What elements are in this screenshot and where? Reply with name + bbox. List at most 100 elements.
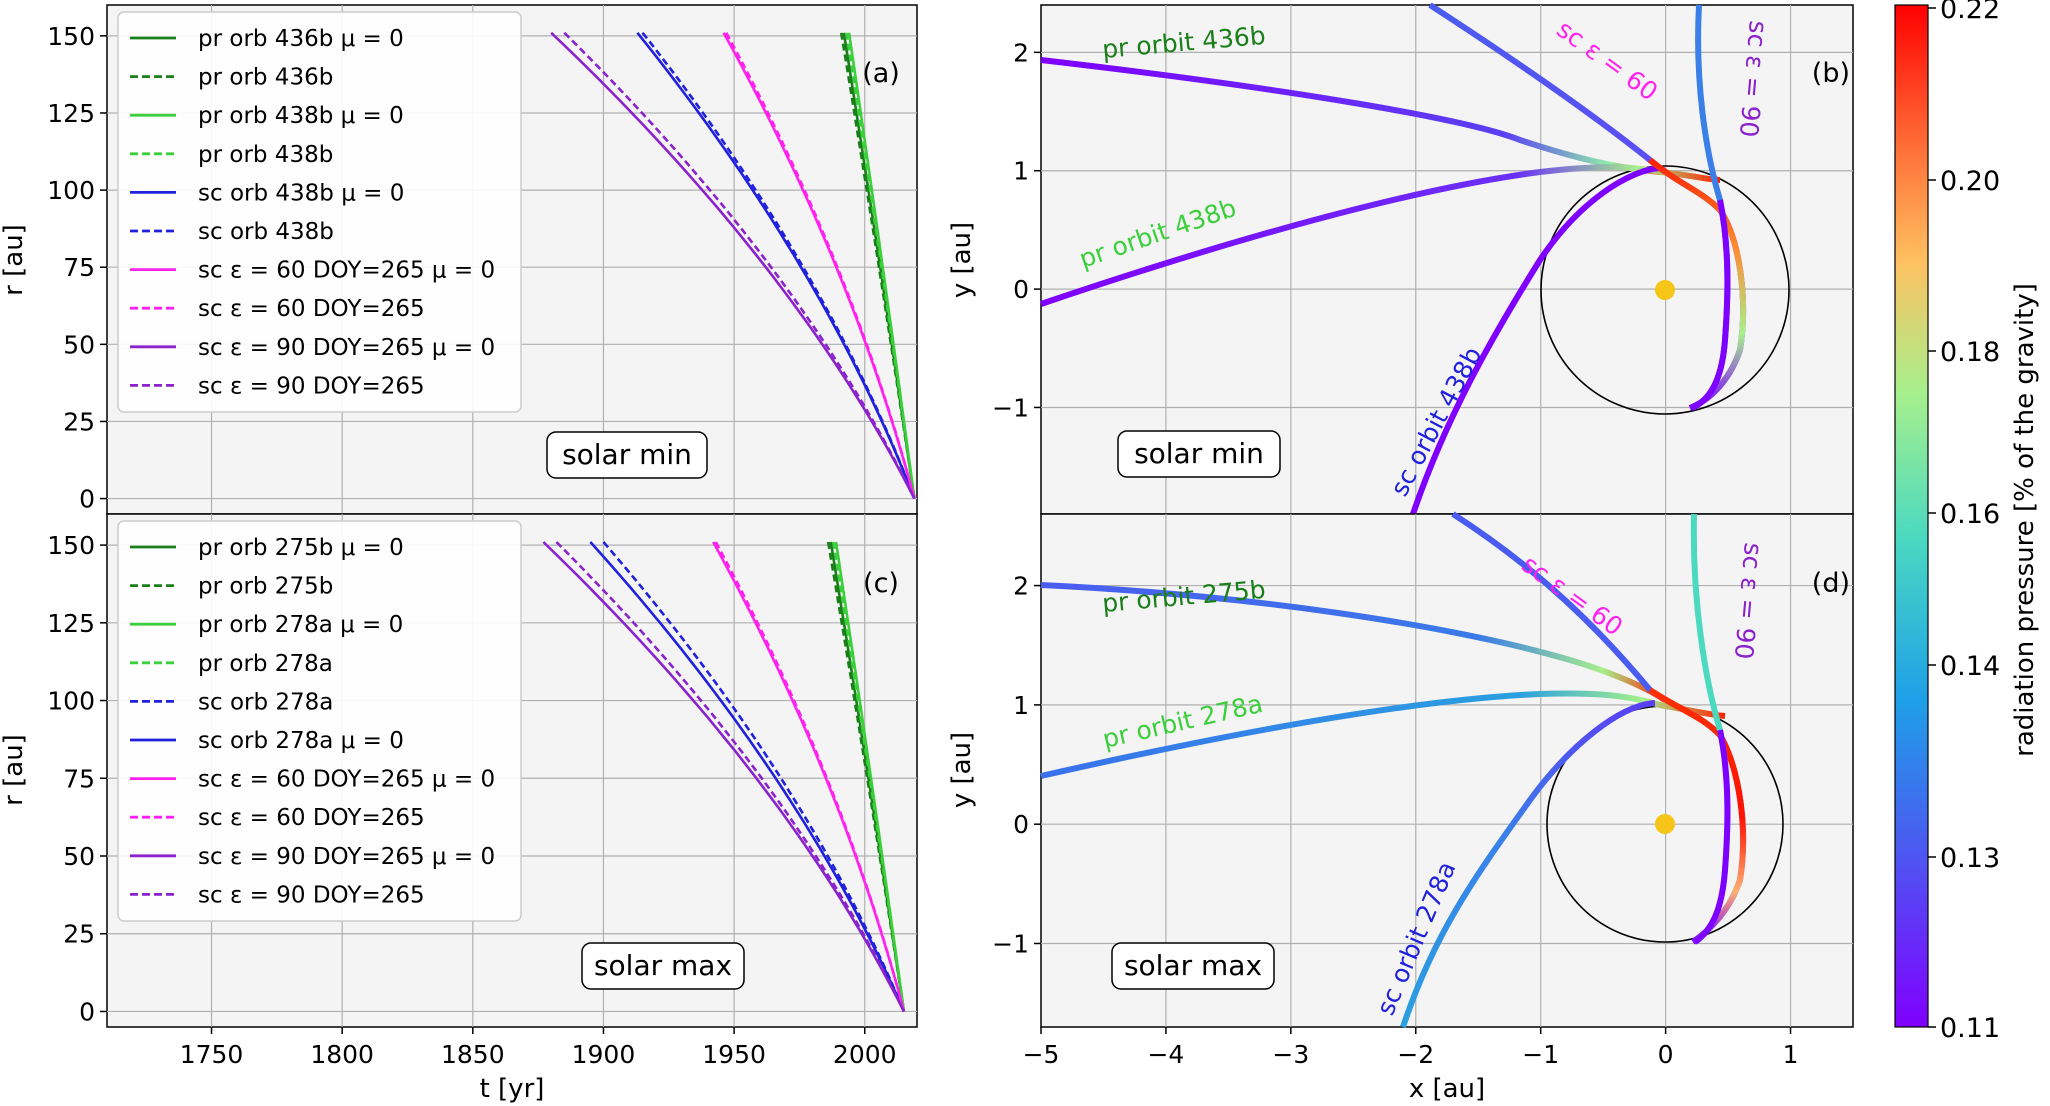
colorbar-tick-label: 0.20 xyxy=(1940,166,2000,197)
y-tick-label: 0 xyxy=(1013,275,1029,304)
panel-a-tag: (a) xyxy=(862,58,900,89)
legend-label: pr orb 438b xyxy=(198,142,333,168)
series-line xyxy=(725,32,916,499)
legend-label: pr orb 278a μ = 0 xyxy=(198,612,403,638)
y-tick-label: −1 xyxy=(992,929,1029,958)
legend-label: sc orb 438b xyxy=(198,219,334,245)
y-tick-label: 50 xyxy=(63,842,95,871)
x-tick-label: −2 xyxy=(1397,1040,1434,1069)
panel-c-yticks: 0 25 50 75 100 125 150 xyxy=(47,531,107,1026)
colorbar-tick-label: 0.22 xyxy=(1940,0,2000,25)
panel-c: 0 25 50 75 100 125 150 1750 1800 1850 1900 1950 200… xyxy=(0,513,918,1104)
series-line xyxy=(641,31,916,500)
panel-d-grid xyxy=(1041,514,1853,1027)
legend-label: sc orb 438b μ = 0 xyxy=(198,180,404,206)
x-tick-label: 1750 xyxy=(180,1040,244,1069)
y-tick-label: 75 xyxy=(63,253,95,282)
panel-c-legend: pr orb 275b μ = 0 pr orb 275b pr orb 278a … xyxy=(117,520,522,922)
colorbar-tick-label: 0.11 xyxy=(1940,1013,2000,1044)
svg-text:solar min: solar min xyxy=(562,438,692,471)
panel-c-ylabel: r [au] xyxy=(0,734,29,806)
orbit-sc-438b xyxy=(1410,165,1661,515)
orbit-pr-275b xyxy=(1040,582,1667,703)
panel-c-xlabel: t [yr] xyxy=(480,1074,545,1104)
panel-a-series xyxy=(550,31,916,500)
svg-text:solar min: solar min xyxy=(1134,437,1264,470)
legend-label: pr orb 436b μ = 0 xyxy=(198,26,404,52)
legend-frame xyxy=(117,520,522,922)
legend-label: sc orb 278a μ = 0 xyxy=(198,728,404,754)
panel-b-condition: solar min xyxy=(1117,430,1281,478)
series-line xyxy=(555,541,906,1013)
legend-label: pr orb 436b xyxy=(198,65,333,91)
colorbar-tick-label: 0.13 xyxy=(1940,843,2000,874)
legend-label: sc ε = 90 DOY=265 μ = 0 xyxy=(198,844,495,870)
panel-d-condition: solar max xyxy=(1111,942,1275,990)
legend-label: pr orb 438b μ = 0 xyxy=(198,103,404,129)
legend-label: sc ε = 60 DOY=265 μ = 0 xyxy=(198,767,495,793)
x-tick-label: −3 xyxy=(1272,1040,1309,1069)
series-line xyxy=(714,541,906,1012)
y-tick-label: 125 xyxy=(47,609,95,638)
legend-label: sc ε = 60 DOY=265 μ = 0 xyxy=(198,258,495,284)
legend-label: pr orb 275b μ = 0 xyxy=(198,535,404,561)
y-tick-label: 0 xyxy=(79,485,95,514)
panel-d-frame xyxy=(1040,513,1854,1028)
x-tick-label: 1950 xyxy=(702,1040,766,1069)
svg-text:solar max: solar max xyxy=(1124,949,1262,982)
colorbar-tick-label: 0.14 xyxy=(1940,651,2000,682)
x-tick-label: −1 xyxy=(1522,1040,1559,1069)
legend-label: sc ε = 90 DOY=265 xyxy=(198,882,425,908)
legend-label: sc ε = 90 DOY=265 xyxy=(198,373,425,399)
x-tick-label: 0 xyxy=(1658,1040,1674,1069)
y-tick-label: 75 xyxy=(63,764,95,793)
panel-b-ylabel: y [au] xyxy=(947,222,977,298)
panel-d-yticks: −1 0 1 2 xyxy=(992,572,1041,958)
orbit-sc-eps90-inner xyxy=(1690,199,1731,411)
legend-label: sc ε = 90 DOY=265 μ = 0 xyxy=(198,335,495,361)
y-tick-label: 2 xyxy=(1013,572,1029,601)
orbit-sc-278a xyxy=(1400,700,1656,1028)
panel-b-grid xyxy=(1041,5,1853,514)
series-line xyxy=(563,31,916,500)
x-tick-label: 1800 xyxy=(310,1040,374,1069)
y-tick-label: 1 xyxy=(1013,157,1029,186)
panel-d-ylabel: y [au] xyxy=(947,732,977,808)
y-tick-label: 50 xyxy=(63,330,95,359)
orbit-pr-436b xyxy=(1040,57,1661,175)
y-tick-label: 150 xyxy=(47,531,95,560)
panel-c-condition: solar max xyxy=(581,942,745,990)
x-tick-label: −5 xyxy=(1023,1040,1060,1069)
series-line xyxy=(839,32,916,499)
earth-orbit-circle xyxy=(1540,165,1790,415)
series-line xyxy=(589,541,906,1013)
panel-c-tag: (c) xyxy=(863,568,899,599)
legend-label: pr orb 278a xyxy=(198,651,333,677)
series-line xyxy=(542,541,906,1013)
panel-b-tag: (b) xyxy=(1812,58,1850,89)
y-tick-label: −1 xyxy=(992,393,1029,422)
sun-marker xyxy=(1655,814,1675,834)
sun-marker xyxy=(1655,280,1675,300)
y-tick-label: 0 xyxy=(79,997,95,1026)
y-tick-label: 100 xyxy=(47,176,95,205)
y-tick-label: 25 xyxy=(63,407,95,436)
panel-b-yticks: −1 0 1 2 xyxy=(992,38,1041,422)
panel-a-condition: solar min xyxy=(546,431,708,479)
colorbar: 0.11 0.13 0.14 0.16 0.18 0.20 0.22 radiation p… xyxy=(1894,0,2040,1044)
x-tick-label: 2000 xyxy=(833,1040,897,1069)
panel-a-ylabel: r [au] xyxy=(0,224,29,296)
panel-d-tag: (d) xyxy=(1812,568,1850,599)
orbit-sc-eps60-inner xyxy=(1648,157,1747,411)
series-line xyxy=(845,32,916,499)
svg-text:solar max: solar max xyxy=(594,949,732,982)
legend-label: sc ε = 60 DOY=265 xyxy=(198,805,425,831)
series-line xyxy=(602,541,906,1012)
legend-label: sc ε = 60 DOY=265 xyxy=(198,296,425,322)
y-tick-label: 1 xyxy=(1013,691,1029,720)
colorbar-label: radiation pressure [% of the gravity] xyxy=(2010,283,2040,757)
y-tick-label: 100 xyxy=(47,687,95,716)
